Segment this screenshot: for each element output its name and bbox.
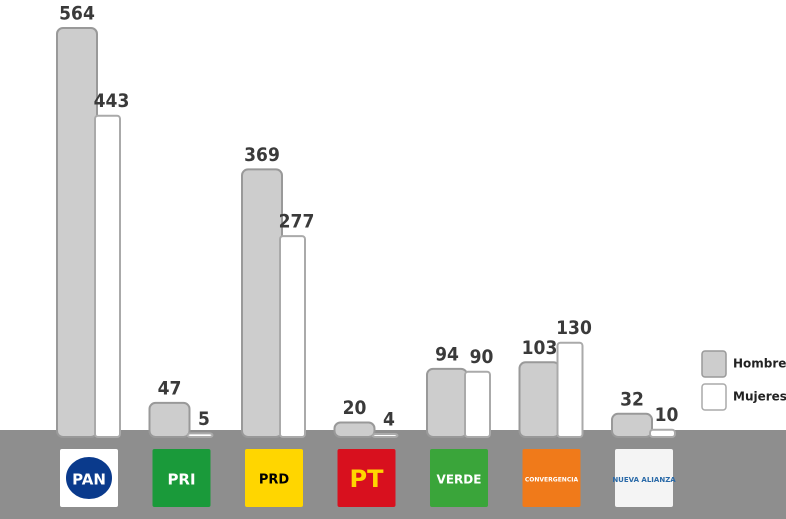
party-logo [337, 449, 396, 507]
party-name: PRD [259, 473, 290, 488]
value-label: 443 [94, 90, 130, 112]
bar [556, 341, 584, 439]
bar [464, 370, 491, 438]
party-logo [152, 449, 211, 507]
bar [426, 367, 468, 439]
logo-circle [64, 455, 114, 501]
value-label: 103 [522, 337, 558, 359]
bar [148, 401, 191, 438]
legend-swatch [701, 383, 727, 411]
legend-label: Mujeres [733, 390, 786, 404]
bar [94, 114, 121, 438]
bar [371, 433, 399, 438]
party-logo [430, 449, 488, 507]
party-name: CONVERGENCIA [525, 477, 579, 484]
bar [279, 235, 306, 438]
party-logo [615, 449, 673, 507]
value-label: 564 [59, 3, 95, 25]
value-label: 32 [620, 388, 644, 410]
bar [333, 421, 376, 439]
bar [56, 27, 98, 438]
value-label: 5 [198, 408, 210, 430]
legend-swatch [701, 350, 727, 378]
bar [518, 361, 561, 438]
legend-label: Hombres [733, 357, 786, 371]
party-name: PRI [167, 471, 195, 489]
value-label: 369 [244, 144, 280, 166]
value-label: 10 [655, 404, 679, 426]
party-name: NUEVA ALIANZA [612, 476, 676, 484]
value-label: 90 [470, 346, 494, 368]
bar [649, 428, 676, 439]
party-name: PT [350, 465, 385, 493]
party-name: VERDE [437, 473, 482, 487]
value-label: 94 [435, 343, 459, 365]
bar [186, 432, 214, 439]
value-label: 47 [158, 377, 182, 399]
party-name: PAN [72, 471, 106, 489]
bar [611, 412, 653, 438]
value-label: 130 [556, 317, 592, 339]
value-label: 277 [279, 211, 315, 233]
party-logo [522, 449, 581, 507]
bar [241, 168, 283, 438]
party-logo [245, 449, 303, 507]
value-label: 20 [343, 397, 367, 419]
value-label: 4 [383, 409, 395, 431]
